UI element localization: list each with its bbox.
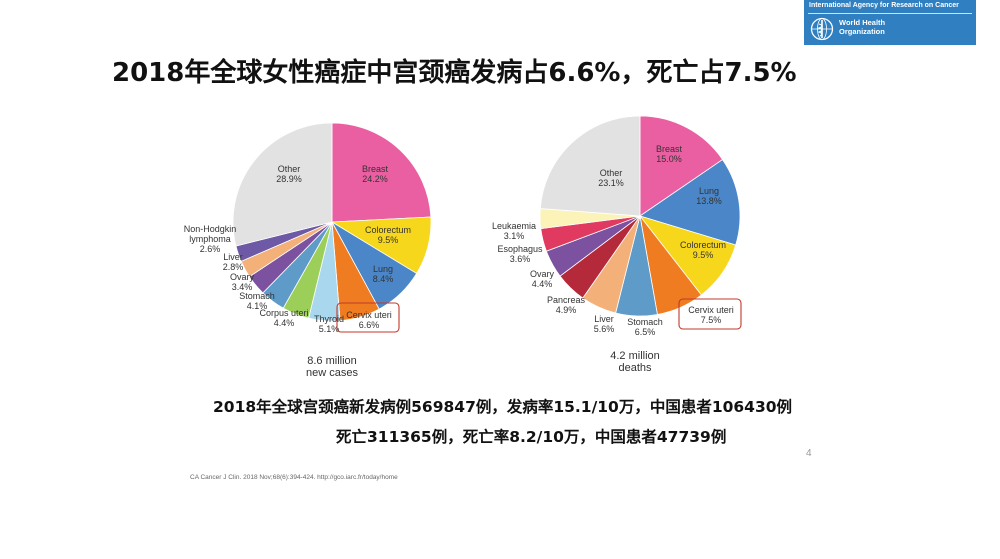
slice-label-lung: Lung 8.4% (373, 264, 394, 284)
who-name-line2: Organization (839, 27, 885, 36)
pie-caption: 4.2 million deaths (610, 350, 660, 374)
who-name-line1: World Health (839, 18, 886, 27)
logo-divider (808, 13, 972, 14)
slice-other (232, 122, 333, 247)
slice-label-thyroid: Thyroid 5.1% (314, 314, 344, 334)
slice-label-cervix-uteri: Cervix uteri 6.6% (346, 310, 392, 330)
slice-label-other: Other 28.9% (276, 164, 302, 184)
slice-label-lung: Lung 13.8% (696, 186, 722, 206)
slice-label-other: Other 23.1% (598, 168, 624, 188)
slice-label-leukaemia: Leukaemia 3.1% (492, 221, 536, 241)
iarc-name: International Agency for Research on Can… (809, 2, 959, 9)
slice-label-ovary: Ovary 4.4% (530, 269, 555, 289)
cervix-uteri-highlight-box (678, 298, 742, 330)
slice-label-breast: Breast 24.2% (362, 164, 389, 184)
who-emblem-icon (810, 17, 834, 41)
slice-label-stomach: Stomach 6.5% (627, 317, 663, 337)
cervical-cancer-mortality-stats: 死亡311365例，死亡率8.2/10万，中国患者47739例 (336, 428, 727, 446)
pie-caption: 8.6 million new cases (306, 355, 358, 379)
slice-breast (639, 115, 724, 217)
slice-label-colorectum: Colorectum 9.5% (680, 240, 726, 260)
pie-chart-2: Breast 15.0% Lung 13.8% Colorectum 9.5% Cervix… (492, 115, 742, 374)
cervical-cancer-incidence-stats: 2018年全球宫颈癌新发病例569847例，发病率15.1/10万，中国患者10… (213, 398, 793, 416)
slice-other (539, 115, 641, 217)
who-name: World Health Organization (839, 18, 885, 36)
page-number: 4 (806, 448, 812, 459)
pie-chart-1: Breast 24.2% Colorectum 9.5% Lung 8.4% Cervix … (184, 122, 432, 379)
slice-label-corpus-uteri: Corpus uteri 4.4% (259, 308, 308, 328)
slice-label-non-hodgkin-lymphoma: Non-Hodgkin lymphoma 2.6% (184, 224, 237, 254)
slice-breast (331, 122, 432, 223)
slice-label-pancreas: Pancreas 4.9% (547, 295, 586, 315)
citation: CA Cancer J Clin. 2018 Nov;68(6):394-424… (190, 474, 398, 481)
slice-lung (639, 159, 741, 246)
cervix-uteri-highlight-box (336, 302, 400, 333)
slice-label-esophagus: Esophagus 3.6% (497, 244, 543, 264)
slice-label-breast: Breast 15.0% (656, 144, 683, 164)
slice-label-ovary: Ovary 3.4% (230, 272, 255, 292)
slice-label-liver: Liver 2.8% (223, 252, 244, 272)
slice-label-stomach: Stomach 4.1% (239, 291, 275, 311)
slice-label-liver: Liver 5.6% (594, 314, 615, 334)
iarc-who-logo: International Agency for Research on Can… (804, 0, 976, 45)
slide-title: 2018年全球女性癌症中宫颈癌发病占6.6%，死亡占7.5% (112, 58, 797, 88)
slice-label-colorectum: Colorectum 9.5% (365, 225, 411, 245)
slice-label-cervix-uteri: Cervix uteri 7.5% (688, 305, 734, 325)
